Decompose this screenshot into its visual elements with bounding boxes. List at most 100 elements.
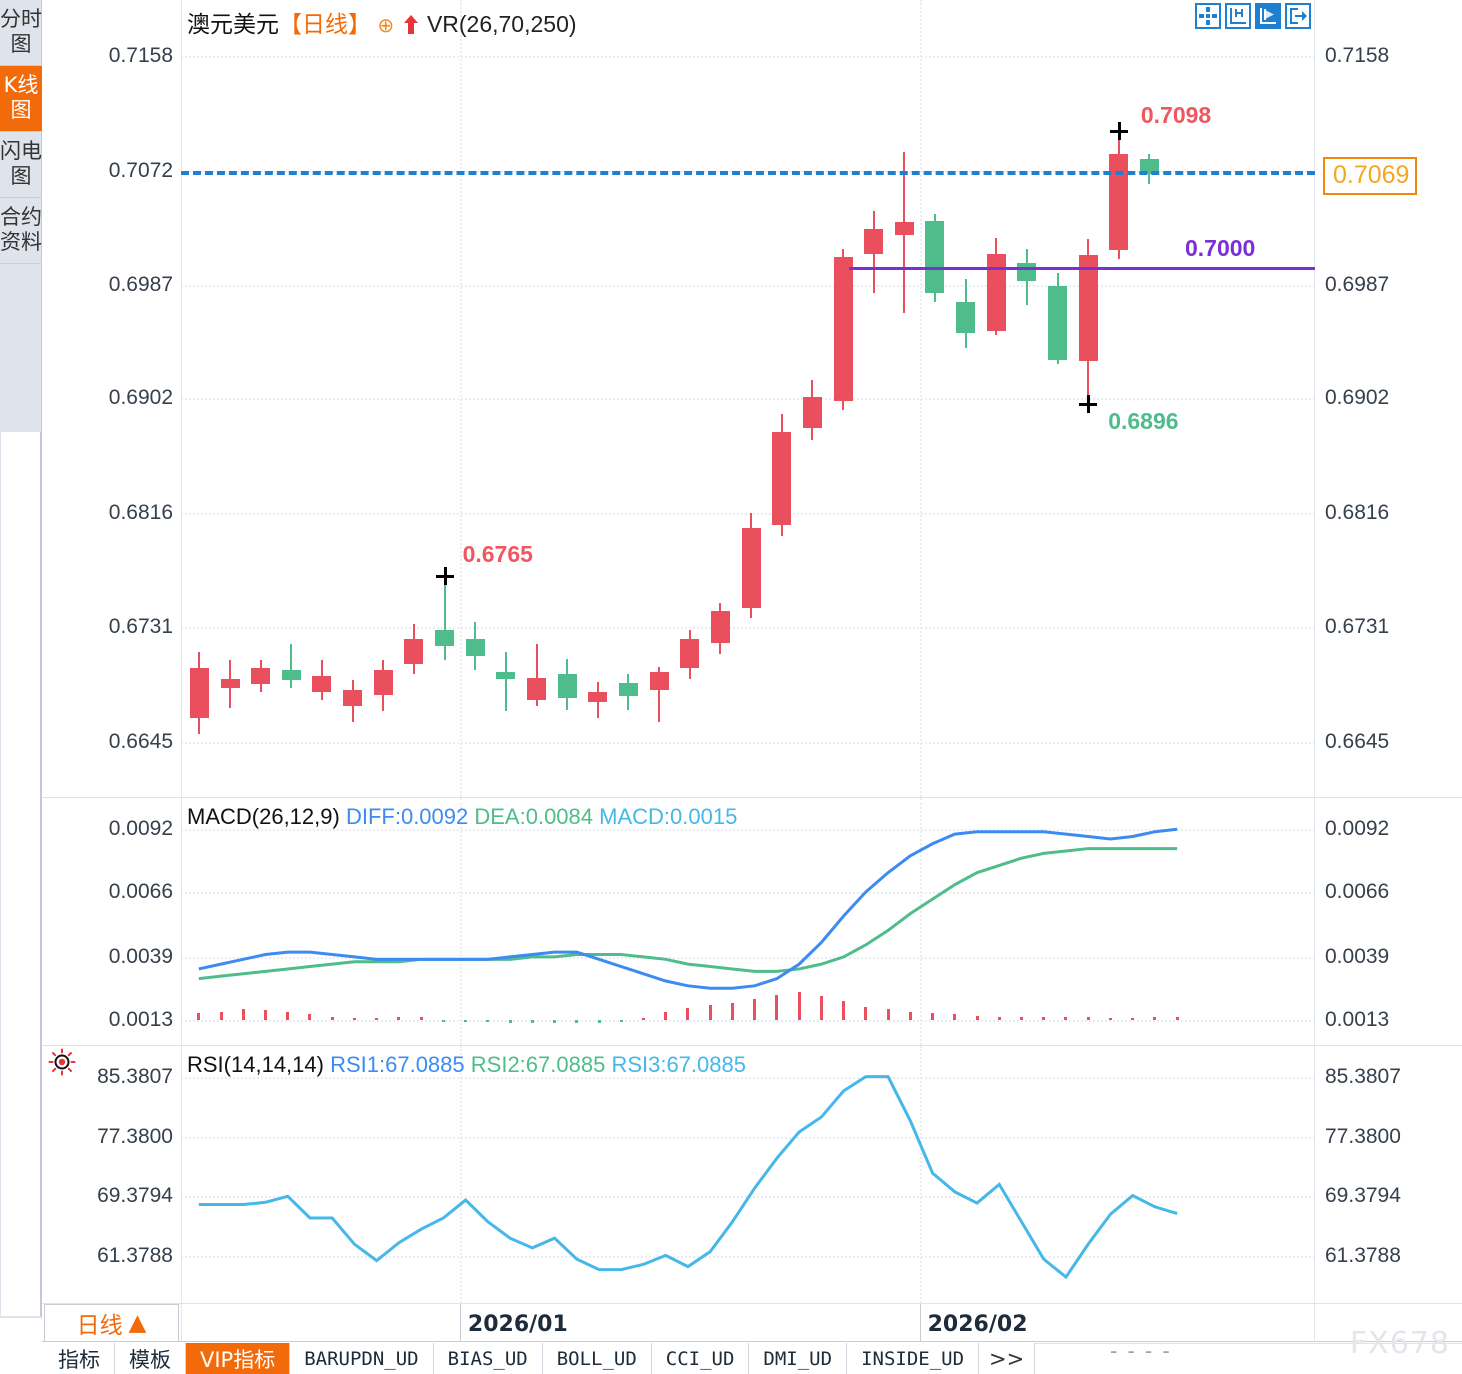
candlestick[interactable] [1109,0,1129,798]
macd-plot-area[interactable] [181,798,1315,1045]
candle-wick [443,581,446,661]
candle-wick [535,644,538,706]
candle-body [1109,153,1129,250]
macd-histogram-bar [664,1011,668,1020]
month-grid-line [919,1046,922,1303]
tab-vip-indicators[interactable]: VIP指标 [186,1343,291,1374]
macd-left-border [181,798,182,1045]
candle-body [496,672,516,680]
candlestick[interactable] [281,0,301,798]
candle-body [557,673,577,698]
tab-templates[interactable]: 模板 [115,1343,186,1374]
macd-dea-line [198,847,1178,981]
tab-inside-ud[interactable]: INSIDE_UD [847,1343,980,1374]
macd-histogram-bar [352,1017,356,1020]
candlestick[interactable] [772,0,792,798]
candlestick[interactable] [833,0,853,798]
rsi-header: RSI(14,14,14) RSI1:67.0885 RSI2:67.0885 … [187,1052,746,1078]
swing-high-annotation: 0.6765 [462,541,533,568]
candlestick[interactable] [465,0,485,798]
candlestick[interactable] [588,0,608,798]
macd-histogram-bar [708,1005,712,1020]
candlestick[interactable] [802,0,822,798]
axis-tick-label: 85.3807 [1325,1064,1401,1088]
candlestick[interactable] [1017,0,1037,798]
last-price-tag[interactable]: 0.7069 [1323,157,1418,196]
rsi-panel: 85.3807 77.3800 69.3794 61.3788 85.3807 77.3… [42,1046,1462,1304]
period-selector[interactable]: 日线 ▲ [44,1304,179,1342]
sidebar-item-kline[interactable]: K线图 [0,66,42,132]
measure-icon[interactable] [1225,3,1251,29]
candle-body [894,221,914,236]
candlestick[interactable] [404,0,424,798]
tab-boll-ud[interactable]: BOLL_UD [542,1343,652,1374]
candlestick[interactable] [557,0,577,798]
candle-body [710,610,730,643]
macd-histogram-bar [686,1007,690,1020]
candle-body [864,228,884,254]
axis-tick-label: 0.0066 [1325,879,1390,903]
grid-line [181,284,1315,287]
period-low-annotation: 0.6896 [1108,408,1179,435]
candlestick[interactable] [373,0,393,798]
tab-cci-ud[interactable]: CCI_UD [651,1343,750,1374]
sidebar-item-timeshare[interactable]: 分时图 [0,0,42,66]
crosshair-move-icon[interactable] [1195,3,1221,29]
candlestick[interactable] [986,0,1006,798]
add-indicator-icon[interactable]: ⊕ [377,15,395,37]
tab-bias-ud[interactable]: BIAS_UD [433,1343,543,1374]
sidebar-item-contract-info[interactable]: 合约资料 [0,198,42,264]
candlestick[interactable] [894,0,914,798]
macd-histogram-bar [842,1001,846,1020]
candlestick[interactable] [1048,0,1068,798]
sidebar-item-label: 合约资料 [0,205,42,254]
rsi-plot-area[interactable] [181,1046,1315,1303]
price-y-axis-right: 0.71580.70720.69870.69020.68160.67310.66… [1315,0,1462,797]
candlestick[interactable] [1139,0,1159,798]
candlestick[interactable] [1078,0,1098,798]
grid-line [181,513,1315,516]
candlestick[interactable] [956,0,976,798]
price-plot-area[interactable] [181,0,1315,797]
macd-histogram-bar [1042,1016,1046,1020]
axis-tick-label: 0.0013 [108,1007,173,1031]
zoom-region-icon[interactable] [1255,3,1281,29]
tab-indicators[interactable]: 指标 [44,1343,115,1374]
axis-tick-label: 0.7158 [108,44,173,68]
rsi3-value: RSI3:67.0885 [611,1052,746,1077]
sidebar-item-label: K线图 [3,73,39,122]
axis-tick-label: 61.3788 [1325,1244,1401,1268]
tab-dmi-ud[interactable]: DMI_UD [749,1343,848,1374]
candlestick[interactable] [680,0,700,798]
grid-line [181,891,1315,894]
macd-histogram-bar [953,1014,957,1020]
sidebar-item-lightning[interactable]: 闪电图 [0,132,42,198]
candlestick[interactable] [220,0,240,798]
candlestick[interactable] [864,0,884,798]
macd-histogram-bar [508,1019,512,1024]
candlestick[interactable] [435,0,455,798]
candlestick[interactable] [741,0,761,798]
candlestick[interactable] [496,0,516,798]
shift-right-icon[interactable] [1285,3,1311,29]
macd-histogram-bar [553,1019,557,1024]
candlestick[interactable] [189,0,209,798]
candlestick[interactable] [343,0,363,798]
month-grid-line [919,798,922,1045]
sidebar-item-label: 闪电图 [0,139,42,188]
candlestick[interactable] [925,0,945,798]
sun-alert-icon[interactable] [48,1048,76,1076]
tab-overflow-button[interactable]: >> [979,1343,1036,1374]
date-right-border [1314,1304,1315,1341]
candlestick[interactable] [649,0,669,798]
tab-barupdn-ud[interactable]: BARUPDN_UD [290,1343,434,1374]
candlestick[interactable] [527,0,547,798]
macd-y-axis-right: 0.0092 0.0066 0.0039 0.0013 [1315,798,1462,1045]
macd-histogram-bar [1108,1017,1112,1020]
candlestick[interactable] [618,0,638,798]
macd-histogram-bar [1019,1016,1023,1020]
axis-tick-label: 0.6731 [108,614,173,638]
candlestick[interactable] [710,0,730,798]
candlestick[interactable] [312,0,332,798]
candlestick[interactable] [251,0,271,798]
